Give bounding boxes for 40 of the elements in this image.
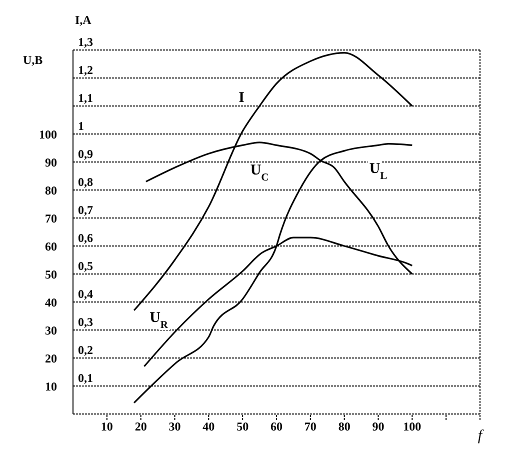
y-tick-label: 60 xyxy=(45,239,57,254)
y2-tick-label: 0,8 xyxy=(78,175,93,189)
y-tick-label: 100 xyxy=(39,127,57,142)
x-tick-label: 100 xyxy=(403,420,422,434)
x-tick-label: 80 xyxy=(338,420,350,434)
x-tick-label: 50 xyxy=(236,420,249,434)
y-tick-label: 80 xyxy=(45,183,57,198)
x-tick-label: 40 xyxy=(202,420,215,434)
x-tick-label: 60 xyxy=(270,420,282,434)
y-tick-label: 40 xyxy=(45,295,57,310)
x-tick-label: 10 xyxy=(100,420,113,434)
series-label: I xyxy=(238,90,245,106)
y2-tick-label: 0,5 xyxy=(78,259,93,273)
series-label: U$_{R}$ xyxy=(150,310,168,330)
y-tick-label: 70 xyxy=(45,211,57,226)
y2-tick-label: 1,3 xyxy=(78,35,93,49)
y2-tick-label: 0,2 xyxy=(78,343,93,357)
x-tick-label: 70 xyxy=(304,420,316,434)
x-tick-label: 90 xyxy=(372,420,384,434)
y-tick-label: 10 xyxy=(45,379,57,394)
y-tick-label: 50 xyxy=(45,267,57,282)
y2-tick-label: 1,1 xyxy=(78,91,93,105)
y-tick-label: 90 xyxy=(45,155,57,170)
y2-tick-label: 0,3 xyxy=(78,315,93,329)
y2-tick-label: 1,2 xyxy=(78,63,93,77)
y2-tick-label: 1 xyxy=(78,119,84,133)
y2-tick-label: 0,6 xyxy=(78,231,93,245)
y-tick-label: 30 xyxy=(45,323,57,338)
y-axis-title: U,B xyxy=(23,53,43,67)
x-axis-title: f xyxy=(478,428,484,444)
y2-tick-label: 0,1 xyxy=(78,371,93,385)
x-tick-label: 20 xyxy=(134,420,147,434)
series-label: U$_{C}$ xyxy=(250,162,269,183)
series-label: U$_{L}$ xyxy=(369,161,388,182)
y2-axis-title: I,A xyxy=(75,13,92,27)
x-tick-label: 30 xyxy=(168,420,181,434)
y2-tick-label: 0,7 xyxy=(78,203,93,217)
y2-tick-label: 0,4 xyxy=(78,287,93,301)
y-tick-label: 20 xyxy=(45,351,57,366)
y2-tick-label: 0,9 xyxy=(78,147,93,161)
